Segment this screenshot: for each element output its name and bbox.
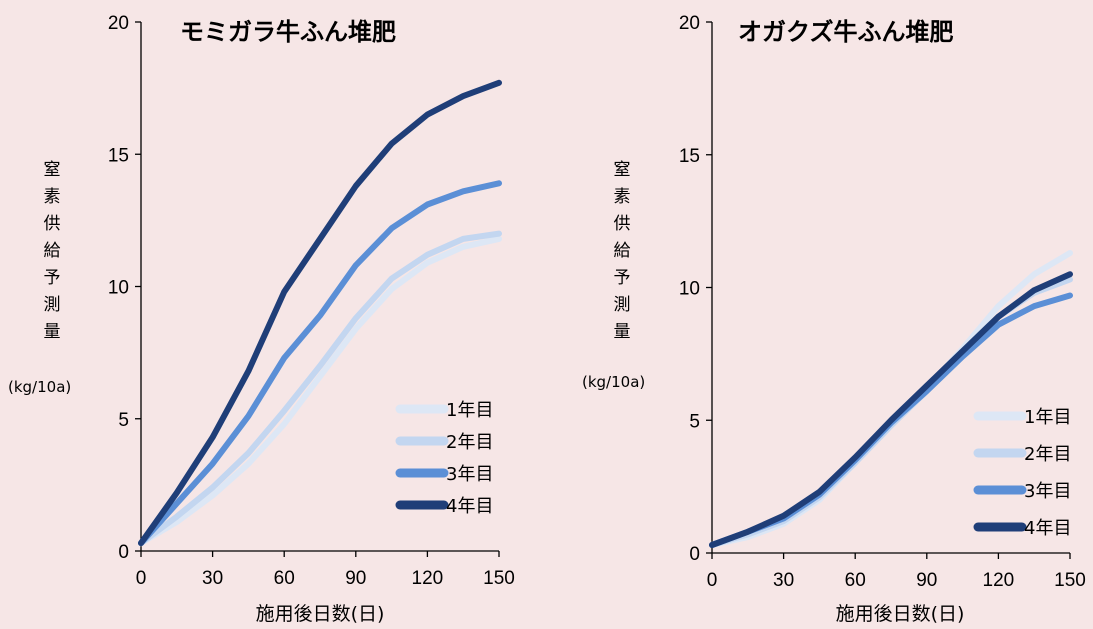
y-axis-label-char: 窒 <box>44 160 61 180</box>
series-line-1 <box>138 235 502 547</box>
y-axis-unit: (kg/10a) <box>8 378 71 396</box>
x-tick-label: 30 <box>202 568 223 589</box>
y-axis-label: 窒素供給予測量 <box>614 160 631 342</box>
x-tick-label: 60 <box>274 568 295 589</box>
series-line-4 <box>138 79 502 547</box>
x-tick-label: 150 <box>1054 570 1086 591</box>
x-axis-label: 施用後日数(日) <box>836 603 965 625</box>
series-line-1 <box>709 250 1073 548</box>
x-tick-label: 60 <box>845 570 866 591</box>
y-axis-label-char: 量 <box>44 322 61 342</box>
y-tick-label: 0 <box>118 542 129 563</box>
series-line-2 <box>138 230 502 547</box>
legend-label: 2年目 <box>1024 444 1071 465</box>
y-tick-label: 5 <box>689 411 700 432</box>
legend-label: 3年目 <box>1024 481 1071 502</box>
x-tick-label: 0 <box>136 568 147 589</box>
series-line-4 <box>709 271 1073 548</box>
y-tick-label: 10 <box>679 279 700 300</box>
legend-label: 4年目 <box>1024 518 1071 539</box>
y-axis-unit: (kg/10a) <box>582 373 645 391</box>
y-axis-label-char: 量 <box>614 322 631 342</box>
y-tick-label: 10 <box>108 278 129 299</box>
x-tick-label: 120 <box>412 568 444 589</box>
legend-label: 4年目 <box>446 496 493 517</box>
x-tick-label: 90 <box>916 570 937 591</box>
y-axis-label-char: 供 <box>614 214 631 234</box>
x-axis-label: 施用後日数(日) <box>256 603 385 625</box>
x-tick-label: 0 <box>707 570 718 591</box>
y-axis-label-char: 予 <box>614 268 631 288</box>
x-tick-label: 90 <box>345 568 366 589</box>
x-tick-label: 150 <box>483 568 515 589</box>
legend-label: 2年目 <box>446 432 493 453</box>
y-axis-label-char: 素 <box>44 187 61 207</box>
legend-label: 1年目 <box>446 400 493 421</box>
y-axis-label-char: 給 <box>614 241 631 261</box>
y-tick-label: 20 <box>108 13 129 34</box>
chart-title: モミガラ牛ふん堆肥 <box>180 18 396 46</box>
y-axis-label-char: 測 <box>614 295 631 315</box>
y-axis-label-char: 供 <box>44 214 61 234</box>
y-tick-label: 0 <box>689 544 700 565</box>
x-tick-label: 120 <box>983 570 1015 591</box>
y-axis-label-char: 素 <box>614 187 631 207</box>
x-tick-label: 30 <box>773 570 794 591</box>
y-tick-label: 15 <box>679 146 700 167</box>
chart-title: オガクズ牛ふん堆肥 <box>738 18 954 46</box>
y-axis-label-char: 窒 <box>614 160 631 180</box>
y-tick-label: 15 <box>108 145 129 166</box>
y-axis-label-char: 測 <box>44 295 61 315</box>
y-axis-label: 窒素供給予測量 <box>44 160 61 342</box>
y-tick-label: 20 <box>679 13 700 34</box>
legend-label: 1年目 <box>1024 407 1071 428</box>
y-axis-label-char: 給 <box>44 241 61 261</box>
series-line-3 <box>138 180 502 547</box>
y-axis-label-char: 予 <box>44 268 61 288</box>
y-tick-label: 5 <box>118 410 129 431</box>
legend-label: 3年目 <box>446 464 493 485</box>
